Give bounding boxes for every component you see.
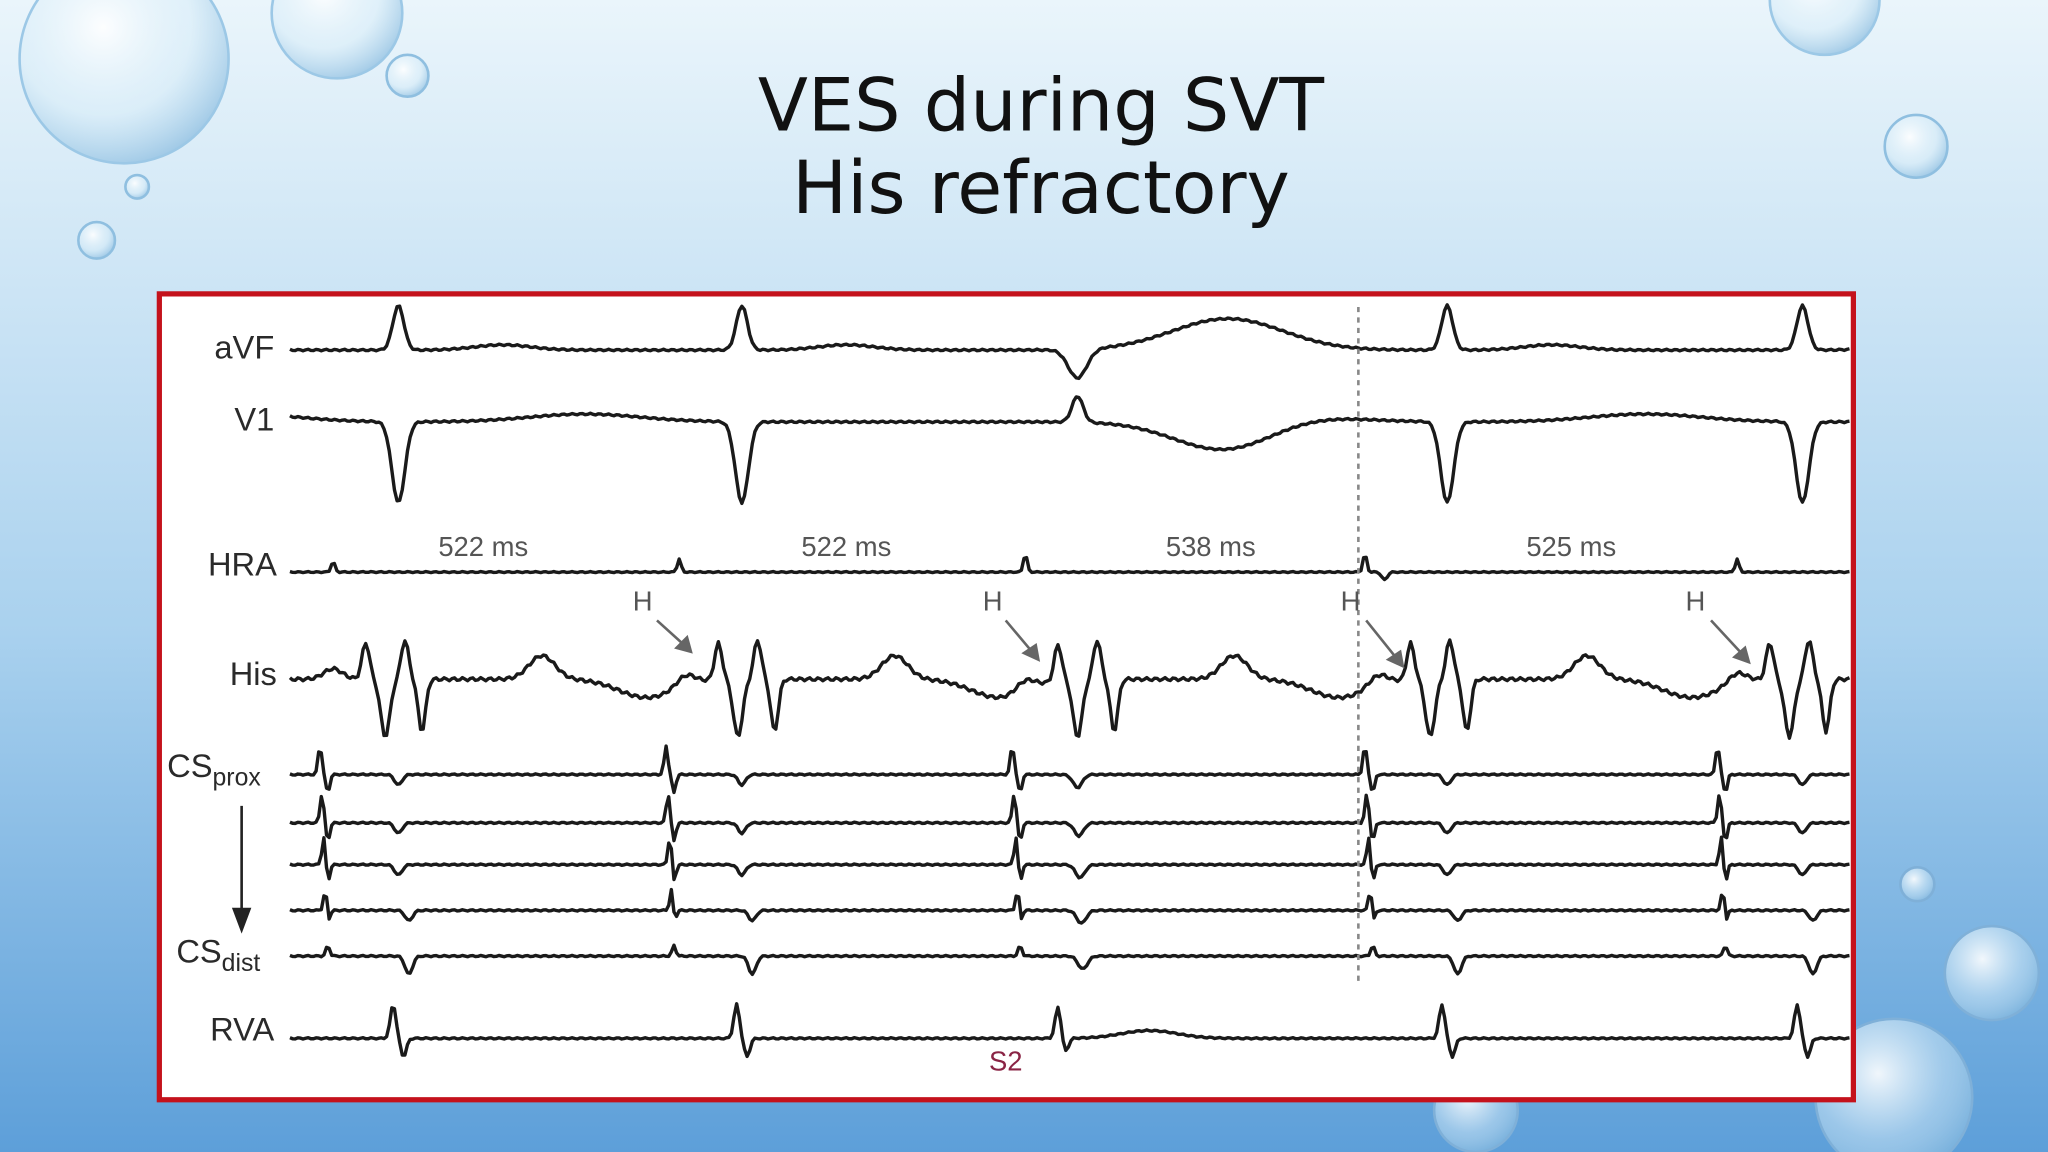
waveform <box>289 395 1850 506</box>
lead-label: CSprox <box>167 747 261 791</box>
waveforms <box>288 303 1851 1060</box>
lead-label: aVF <box>214 329 274 366</box>
h-arrows <box>656 619 1751 669</box>
waveform <box>289 303 1850 381</box>
lead-label: His <box>230 655 277 692</box>
cs-base: CS <box>176 932 221 969</box>
lead-label: CSdist <box>176 932 260 976</box>
waveform <box>289 1002 1850 1060</box>
waveform <box>289 887 1850 925</box>
cs-arrow <box>231 805 252 934</box>
interval: 538 ms <box>1166 531 1256 562</box>
interval: 522 ms <box>438 531 528 562</box>
waveform <box>289 555 1850 582</box>
waveform <box>289 943 1850 977</box>
interval: 525 ms <box>1526 531 1616 562</box>
lead-label: V1 <box>234 401 274 438</box>
interval: 522 ms <box>801 531 891 562</box>
lead-label: HRA <box>208 545 277 582</box>
waveform <box>289 835 1850 882</box>
title-line: His refractory <box>792 146 1290 231</box>
his-marker: H <box>1685 586 1705 617</box>
waveform <box>289 793 1850 843</box>
stimulus-label: S2 <box>989 1045 1023 1076</box>
his-marker: H <box>983 586 1003 617</box>
cs-sub: dist <box>222 949 261 976</box>
waveform <box>288 638 1851 740</box>
his-marker: H <box>633 586 653 617</box>
lead-label: RVA <box>210 1010 274 1047</box>
his-marker: H <box>1341 586 1361 617</box>
cs-sub: prox <box>213 764 262 791</box>
cs-base: CS <box>167 747 212 784</box>
title-line: VES during SVT <box>758 64 1324 149</box>
waveform <box>289 744 1850 795</box>
